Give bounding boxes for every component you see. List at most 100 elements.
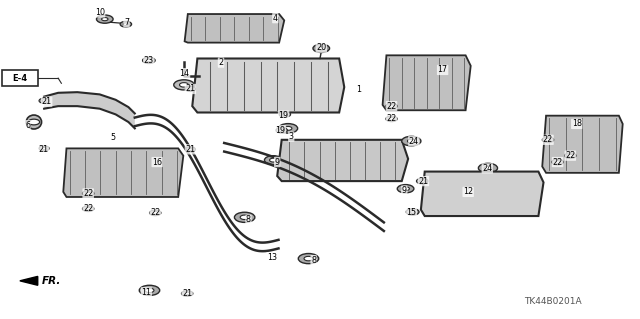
FancyBboxPatch shape <box>2 70 38 86</box>
Text: 10: 10 <box>95 8 105 17</box>
Circle shape <box>389 118 394 120</box>
Circle shape <box>42 147 46 149</box>
Circle shape <box>410 211 415 213</box>
Circle shape <box>86 192 91 195</box>
Circle shape <box>298 254 319 264</box>
Text: 22: 22 <box>387 102 397 111</box>
Circle shape <box>184 292 189 295</box>
Circle shape <box>484 166 492 170</box>
Text: 21: 21 <box>186 85 195 93</box>
Circle shape <box>278 123 298 133</box>
Polygon shape <box>20 276 38 285</box>
Circle shape <box>389 105 394 108</box>
Circle shape <box>542 137 554 143</box>
Circle shape <box>185 147 195 152</box>
Text: 12: 12 <box>463 187 473 197</box>
Circle shape <box>564 153 576 159</box>
Circle shape <box>313 44 330 52</box>
Circle shape <box>153 211 158 214</box>
Circle shape <box>143 57 156 63</box>
Text: 20: 20 <box>316 43 326 52</box>
Circle shape <box>188 88 192 90</box>
Circle shape <box>555 161 560 163</box>
Text: 16: 16 <box>152 158 162 167</box>
Text: 23: 23 <box>144 56 154 65</box>
Ellipse shape <box>26 115 42 129</box>
Circle shape <box>279 129 284 131</box>
Text: 1: 1 <box>356 85 361 94</box>
Text: 22: 22 <box>83 189 93 198</box>
Circle shape <box>240 215 249 219</box>
Text: 19: 19 <box>275 126 285 135</box>
Text: FR.: FR. <box>42 276 61 286</box>
Circle shape <box>284 126 292 130</box>
Circle shape <box>150 210 161 216</box>
Polygon shape <box>63 148 183 197</box>
Polygon shape <box>542 116 623 173</box>
Circle shape <box>83 191 94 196</box>
Circle shape <box>478 163 497 173</box>
Text: 21: 21 <box>419 177 429 186</box>
Circle shape <box>386 103 397 109</box>
Circle shape <box>124 23 129 26</box>
Polygon shape <box>383 55 470 110</box>
Text: 9: 9 <box>402 186 407 195</box>
Text: 9: 9 <box>275 158 280 167</box>
Circle shape <box>28 119 40 125</box>
Polygon shape <box>184 14 284 43</box>
Circle shape <box>397 185 414 193</box>
Circle shape <box>97 15 113 23</box>
Text: 22: 22 <box>552 158 563 167</box>
Circle shape <box>181 291 193 296</box>
Circle shape <box>173 80 194 90</box>
Circle shape <box>234 212 255 222</box>
Polygon shape <box>44 92 135 128</box>
Circle shape <box>282 113 287 116</box>
Text: 19: 19 <box>278 111 289 120</box>
Text: 5: 5 <box>110 133 115 142</box>
Text: 22: 22 <box>565 151 575 160</box>
Text: 7: 7 <box>124 18 129 27</box>
Circle shape <box>406 209 419 215</box>
Circle shape <box>140 285 160 295</box>
Text: 15: 15 <box>406 208 417 217</box>
Polygon shape <box>277 140 408 181</box>
Text: 21: 21 <box>42 97 52 106</box>
Text: 3: 3 <box>289 132 294 141</box>
Text: 22: 22 <box>150 208 161 217</box>
Circle shape <box>102 18 108 21</box>
Text: 22: 22 <box>543 135 553 144</box>
Circle shape <box>552 159 563 165</box>
Circle shape <box>402 187 410 191</box>
Text: 21: 21 <box>186 145 195 154</box>
Text: 14: 14 <box>180 69 189 78</box>
Polygon shape <box>421 172 543 216</box>
Text: TK44B0201A: TK44B0201A <box>524 297 582 306</box>
Circle shape <box>147 59 152 62</box>
Circle shape <box>402 136 421 146</box>
Text: 18: 18 <box>572 119 582 129</box>
Circle shape <box>83 206 94 211</box>
Text: 2: 2 <box>218 58 223 67</box>
Circle shape <box>264 156 282 165</box>
Text: 8: 8 <box>246 215 251 224</box>
Circle shape <box>276 127 287 133</box>
Circle shape <box>39 98 49 103</box>
Text: 6: 6 <box>25 121 30 130</box>
Text: 24: 24 <box>483 164 492 173</box>
Circle shape <box>188 148 192 150</box>
Text: 17: 17 <box>438 65 447 74</box>
Circle shape <box>185 86 195 92</box>
Text: 4: 4 <box>273 14 278 23</box>
Text: 21: 21 <box>182 289 192 298</box>
Circle shape <box>120 21 132 27</box>
Text: E-4: E-4 <box>12 74 28 83</box>
Circle shape <box>42 100 46 102</box>
Circle shape <box>39 146 49 151</box>
Text: 24: 24 <box>409 137 419 145</box>
Circle shape <box>545 138 550 141</box>
Circle shape <box>420 180 425 182</box>
Text: 13: 13 <box>267 253 277 262</box>
Circle shape <box>568 154 573 157</box>
Polygon shape <box>192 58 344 113</box>
